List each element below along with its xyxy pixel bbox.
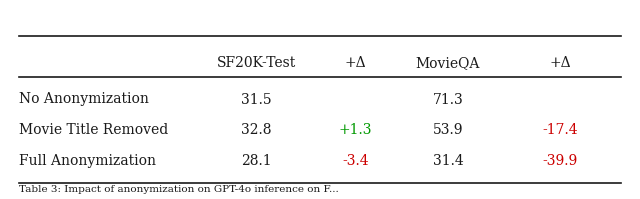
Text: MovieQA: MovieQA — [416, 56, 480, 70]
Text: +Δ: +Δ — [344, 56, 366, 70]
Text: 32.8: 32.8 — [241, 123, 271, 137]
Text: 31.4: 31.4 — [433, 154, 463, 168]
Text: Table 3: Impact of anonymization on GPT-4o inference on F...: Table 3: Impact of anonymization on GPT-… — [19, 185, 339, 194]
Text: No Anonymization: No Anonymization — [19, 93, 149, 106]
Text: -17.4: -17.4 — [542, 123, 578, 137]
Text: -3.4: -3.4 — [342, 154, 369, 168]
Text: 28.1: 28.1 — [241, 154, 271, 168]
Text: +Δ: +Δ — [549, 56, 571, 70]
Text: 31.5: 31.5 — [241, 93, 271, 106]
Text: 71.3: 71.3 — [433, 93, 463, 106]
Text: Movie Title Removed: Movie Title Removed — [19, 123, 168, 137]
Text: 53.9: 53.9 — [433, 123, 463, 137]
Text: +1.3: +1.3 — [339, 123, 372, 137]
Text: SF20K-Test: SF20K-Test — [216, 56, 296, 70]
Text: Full Anonymization: Full Anonymization — [19, 154, 156, 168]
Text: -39.9: -39.9 — [542, 154, 578, 168]
